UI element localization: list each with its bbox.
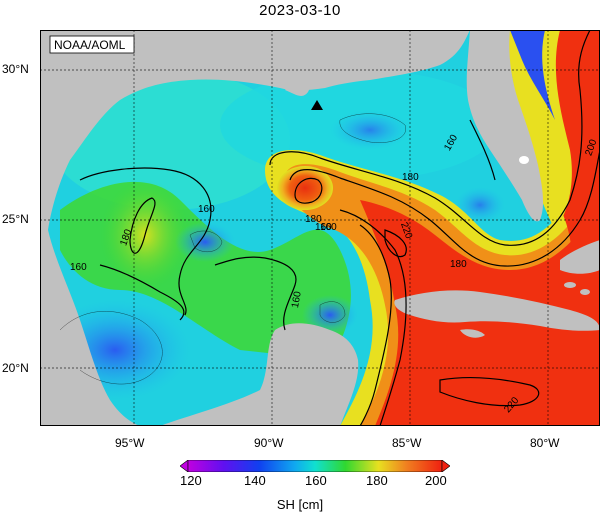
credit-label: NOAA/AOML: [54, 38, 126, 52]
triangle-marker-icon: [311, 100, 323, 110]
x-tick-label: 90°W: [254, 436, 284, 450]
contour-label: 160: [320, 222, 337, 233]
contour-label: 180: [450, 259, 467, 270]
colorbar: [179, 459, 451, 473]
map-title: 2023-03-10: [259, 2, 341, 19]
colorbar-tick: 140: [244, 473, 266, 488]
map-area: 160 160 180 160 160 180 160 180 180 220 …: [40, 30, 600, 426]
colorbar-tick: 160: [305, 473, 327, 488]
x-tick-label: 85°W: [392, 436, 422, 450]
sea-height-map: 160 160 180 160 160 180 160 180 180 220 …: [40, 30, 600, 426]
contour-label: 180: [402, 172, 419, 183]
contour-label: 160: [290, 290, 304, 309]
y-tick-label: 25°N: [2, 212, 29, 226]
contour-label: 160: [315, 222, 332, 233]
y-tick-label: 30°N: [2, 62, 29, 76]
y-tick-label: 20°N: [2, 361, 29, 375]
contour-label: 160: [198, 204, 215, 215]
x-tick-label: 80°W: [530, 436, 560, 450]
contour-label: 180: [305, 214, 322, 225]
colorbar-tick: 200: [425, 473, 447, 488]
colorbar-tick: 120: [180, 473, 202, 488]
contour-label: 160: [70, 262, 87, 273]
x-tick-label: 95°W: [115, 436, 145, 450]
colorbar-tick: 180: [366, 473, 388, 488]
colorbar-label: SH [cm]: [276, 497, 324, 512]
